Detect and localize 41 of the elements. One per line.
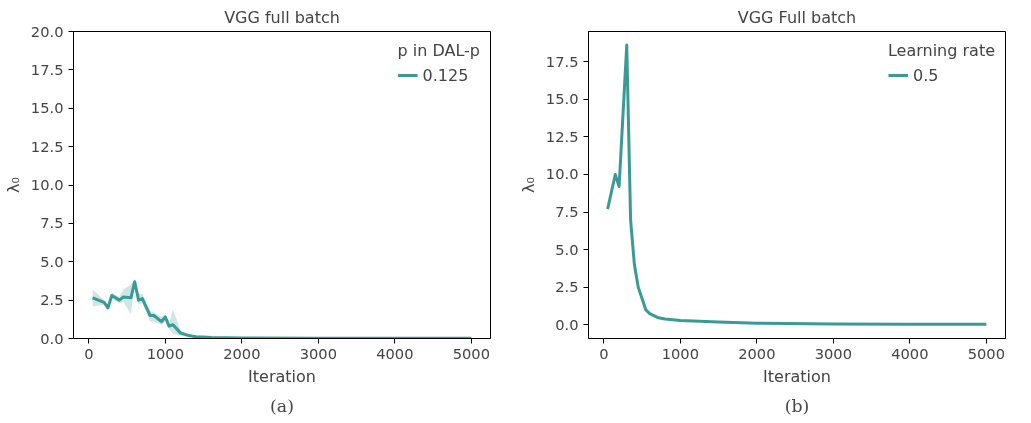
x-tick-label: 2000 — [738, 344, 776, 362]
y-tick-label: 20.0 — [30, 22, 64, 40]
y-tick-label: 0.0 — [40, 329, 64, 347]
legend-label: 0.125 — [422, 65, 469, 85]
x-tick-label: 5000 — [967, 344, 1006, 362]
y-tick-label: 5.0 — [40, 252, 64, 270]
x-axis-title: Iteration — [763, 366, 831, 386]
y-axis-title: λ₀ — [518, 177, 538, 193]
x-tick-label: 1000 — [146, 344, 184, 362]
y-tick-label: 10.0 — [30, 176, 64, 193]
text: (b) — [784, 395, 810, 416]
x-tick-label: 5000 — [452, 344, 491, 362]
y-tick-label: 12.5 — [30, 137, 64, 155]
y-axis-title: λ₀ — [3, 177, 23, 193]
y-tick-label: 15.0 — [545, 90, 579, 108]
text: (a) — [270, 395, 294, 416]
y-tick-label: 17.5 — [30, 60, 64, 78]
x-tick-label: 0 — [84, 344, 94, 362]
x-tick-label: 4000 — [891, 344, 929, 362]
x-tick-label: 3000 — [299, 344, 338, 362]
x-tick-label: 3000 — [814, 344, 853, 362]
y-tick-label: 0.0 — [555, 315, 579, 333]
y-tick-label: 10.0 — [545, 165, 579, 183]
chart-title: VGG Full batch — [737, 7, 857, 27]
chart-title: VGG full batch — [224, 7, 340, 27]
y-tick-label: 12.5 — [545, 127, 579, 145]
y-tick-label: 17.5 — [545, 52, 579, 70]
y-tick-label: 2.5 — [555, 278, 579, 296]
x-tick-label: 2000 — [223, 344, 261, 362]
x-tick-label: 0 — [599, 344, 609, 362]
y-tick-label: 7.5 — [40, 214, 64, 232]
y-tick-label: 2.5 — [40, 291, 64, 309]
legend-title: p in DAL-p — [397, 41, 480, 60]
y-tick-label: 5.0 — [555, 240, 579, 258]
y-tick-label: 7.5 — [555, 203, 579, 221]
y-tick-label: 15.0 — [30, 99, 64, 117]
legend-title: Learning rate — [887, 41, 995, 60]
x-tick-label: 4000 — [376, 344, 414, 362]
x-axis-title: Iteration — [248, 366, 316, 386]
legend-label: 0.5 — [912, 65, 939, 85]
x-tick-label: 1000 — [661, 344, 699, 362]
